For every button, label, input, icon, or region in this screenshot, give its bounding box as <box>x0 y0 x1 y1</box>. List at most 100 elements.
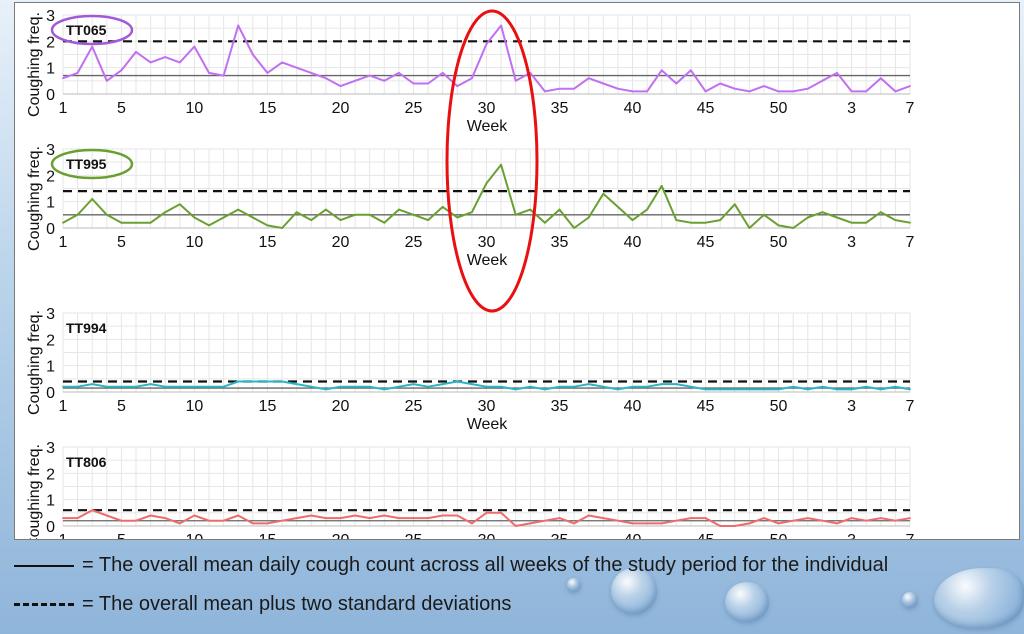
data-point <box>281 380 283 383</box>
data-point <box>193 385 196 388</box>
data-point <box>412 213 415 216</box>
data-point <box>617 519 619 522</box>
data-point <box>324 77 327 80</box>
data-point <box>310 514 313 517</box>
data-point <box>573 522 576 525</box>
data-point <box>266 224 269 227</box>
x-tick-label: 50 <box>770 100 788 117</box>
data-point <box>470 211 473 214</box>
x-tick-label: 45 <box>697 234 715 251</box>
x-tick-label: 50 <box>770 532 788 539</box>
data-point <box>660 383 663 385</box>
data-point <box>500 24 503 27</box>
data-point <box>646 522 649 525</box>
data-point <box>208 72 210 74</box>
x-tick-label: 50 <box>770 234 788 251</box>
data-point <box>719 82 722 85</box>
x-tick-label: 25 <box>405 100 423 117</box>
data-point <box>485 182 488 185</box>
data-point <box>91 383 94 385</box>
data-point <box>456 85 459 87</box>
data-point <box>120 519 123 522</box>
data-point <box>763 213 765 216</box>
title-highlight-oval <box>50 14 134 46</box>
data-point <box>383 514 386 517</box>
x-tick-label: 10 <box>186 234 204 251</box>
data-point <box>704 221 707 224</box>
x-tick-label: 7 <box>906 532 915 539</box>
data-point <box>544 90 546 93</box>
data-point <box>339 385 342 388</box>
data-point <box>339 85 342 87</box>
data-point <box>587 514 590 517</box>
highlight-ellipse <box>445 9 539 313</box>
x-tick-label: 5 <box>117 234 126 251</box>
x-tick-label: 7 <box>906 100 915 117</box>
y-tick-label: 1 <box>46 359 55 376</box>
x-tick-label: 3 <box>847 100 856 117</box>
data-point <box>763 388 765 391</box>
data-point <box>383 221 386 224</box>
water-drop-icon <box>725 582 769 622</box>
data-point <box>62 221 64 224</box>
data-point <box>178 385 181 388</box>
data-point <box>544 519 546 522</box>
data-point <box>865 385 868 388</box>
data-point <box>821 211 824 214</box>
data-point <box>427 385 429 388</box>
data-point <box>427 517 429 519</box>
data-point <box>909 85 911 87</box>
x-tick-label: 5 <box>117 100 126 117</box>
data-point <box>456 380 459 383</box>
data-point <box>237 24 240 27</box>
data-point <box>587 77 590 80</box>
x-tick-label: 20 <box>332 398 350 415</box>
y-tick-label: 2 <box>46 34 55 51</box>
data-point <box>266 522 269 525</box>
data-point <box>836 522 838 525</box>
data-point <box>178 522 181 525</box>
data-point <box>909 221 911 224</box>
data-point <box>470 77 473 80</box>
data-point <box>865 221 868 224</box>
data-point <box>178 61 181 64</box>
data-point <box>412 82 415 85</box>
data-point <box>675 383 678 385</box>
chart-panel: 0 1 2 3 1 5 10 15 20 25 30 35 40 45 50 3 7 Week Coughing f… <box>14 2 1020 540</box>
data-point <box>733 87 736 90</box>
x-axis-label: Week <box>467 416 509 433</box>
data-point <box>485 511 488 514</box>
data-point <box>777 90 780 93</box>
data-point <box>719 388 722 391</box>
x-tick-label: 40 <box>624 234 642 251</box>
data-point <box>909 517 911 519</box>
data-point <box>792 385 795 388</box>
data-point <box>310 385 313 388</box>
data-point <box>733 525 736 527</box>
data-point <box>135 221 137 224</box>
title-highlight-oval <box>50 148 134 180</box>
data-point <box>178 203 181 206</box>
data-point <box>660 522 663 525</box>
data-point <box>500 385 503 388</box>
water-drop-icon <box>567 578 581 592</box>
water-drop-icon <box>934 568 1024 628</box>
data-point <box>441 206 444 208</box>
data-point <box>76 213 79 216</box>
data-point <box>777 522 780 525</box>
data-point <box>91 509 94 512</box>
data-point <box>193 45 196 48</box>
x-tick-label: 10 <box>186 532 204 539</box>
data-point <box>719 525 722 527</box>
data-point <box>646 90 649 93</box>
x-tick-label: 1 <box>59 532 68 539</box>
data-point <box>485 385 488 388</box>
data-point <box>763 85 765 87</box>
data-point <box>529 385 532 388</box>
data-point <box>777 224 780 227</box>
data-point <box>806 87 809 90</box>
data-point <box>675 219 678 222</box>
